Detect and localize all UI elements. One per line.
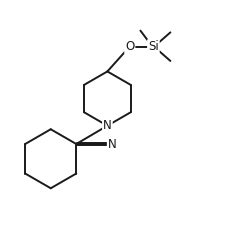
Text: N: N [108, 137, 117, 151]
Text: O: O [125, 40, 135, 53]
Text: Si: Si [148, 40, 159, 53]
Text: N: N [103, 119, 112, 132]
